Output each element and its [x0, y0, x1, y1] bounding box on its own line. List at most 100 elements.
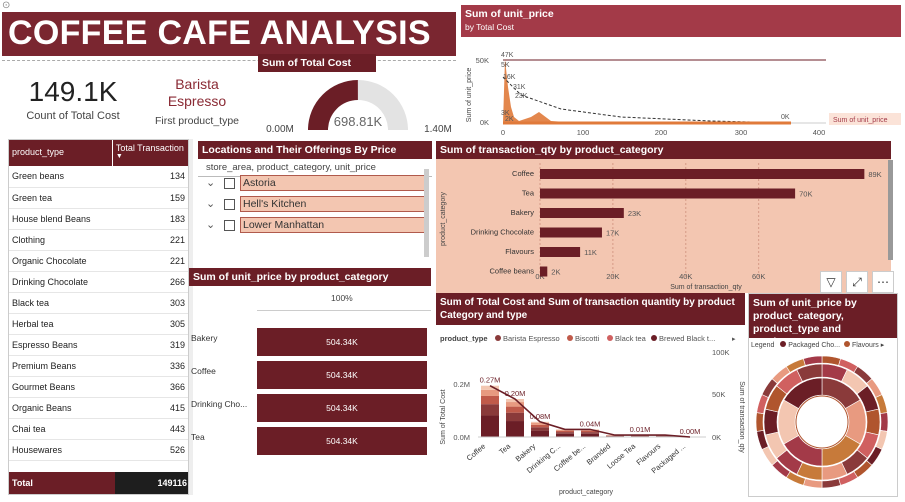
checkbox[interactable]: [224, 220, 235, 231]
combo-svg: product_type Sum of Total Cost Sum of tr…: [440, 334, 745, 496]
slicer-title: Locations and Their Offerings By Price: [198, 141, 432, 159]
unit-price-ylabel: Sum of unit_price: [466, 68, 473, 123]
point-label: 23K: [515, 93, 528, 100]
slicer-item-astoria[interactable]: ⌄ Astoria: [206, 175, 430, 193]
table-cell-value: 415: [113, 397, 188, 419]
upc-bar: [257, 328, 427, 356]
table-cell-product: Clothing: [9, 229, 113, 251]
total-value: 149116: [115, 472, 188, 494]
table-cell-product: Housewares: [9, 439, 113, 461]
combo-bar-segment: [581, 432, 599, 434]
upc-bar: [257, 394, 427, 422]
combo-chart-card[interactable]: Sum of Total Cost and Sum of transaction…: [436, 293, 745, 497]
unit-price-category-card[interactable]: Sum of unit_price by product_category 10…: [189, 268, 431, 498]
sunburst-legend-item: Flavours: [851, 342, 879, 349]
gauge-value: 698.81K: [334, 114, 383, 129]
upc-title: Sum of unit_price by product_category: [189, 268, 431, 286]
table-row[interactable]: Chai tea 443: [9, 418, 188, 440]
sunburst-card[interactable]: Sum of unit_price by product_category, p…: [748, 293, 898, 497]
chevron-right-icon[interactable]: ▸: [880, 342, 885, 349]
combo-legend-chevron[interactable]: ▸: [732, 336, 736, 343]
gauge-card[interactable]: Sum of Total Cost 698.81K 0.00M 1.40M: [258, 54, 458, 140]
table-row[interactable]: Green tea 159: [9, 187, 188, 209]
table-cell-value: 366: [113, 376, 188, 398]
upc-value-label: 504.34K: [326, 403, 358, 413]
point-label: 0K: [781, 114, 790, 121]
table-scrollbar[interactable]: [189, 139, 193, 495]
unit-price-area: [503, 59, 581, 123]
back-icon[interactable]: ⊙: [2, 0, 11, 11]
point-label: 47K: [501, 52, 514, 59]
table-row[interactable]: Organic Beans 415: [9, 397, 188, 419]
combo-title: Sum of Total Cost and Sum of transaction…: [436, 293, 745, 325]
combo-bar-segment: [556, 433, 574, 437]
table-col-product-type[interactable]: product_type: [12, 147, 65, 157]
more-options-icon[interactable]: ⋯: [872, 271, 894, 293]
unit-price-chart-card[interactable]: Sum of unit_price by Total Cost Sum of u…: [461, 5, 901, 136]
table-row[interactable]: House blend Beans 183: [9, 208, 188, 230]
focus-mode-icon[interactable]: ⤢: [846, 271, 868, 293]
chevron-down-icon[interactable]: ⌄: [206, 198, 216, 210]
upc-category-label: Drinking Cho...: [191, 399, 247, 409]
location-slicer[interactable]: Locations and Their Offerings By Price s…: [198, 141, 432, 259]
sunburst-title: Sum of unit_price by product_category, p…: [749, 294, 897, 348]
tq-value-label: 2K: [551, 268, 560, 277]
slicer-item-label: Lower Manhattan: [240, 217, 426, 233]
sunburst-segment: [865, 408, 881, 436]
combo-xlabel: product_category: [559, 489, 614, 496]
xtick: 100: [577, 128, 590, 136]
xtick: 400: [813, 128, 826, 136]
combo-legend-dot: [495, 335, 501, 341]
slicer-scrollbar[interactable]: [424, 169, 429, 257]
table-cell-product: Herbal tea: [9, 313, 113, 335]
combo-bar-segment: [481, 415, 499, 437]
divider: [2, 60, 456, 61]
combo-y2tick: 50K: [712, 390, 725, 399]
combo-bar-segment: [556, 430, 574, 433]
tq-category-label: Bakery: [511, 208, 535, 217]
table-cell-product: Green beans: [9, 166, 113, 188]
total-label: Total: [12, 478, 33, 488]
tq-bar: [540, 247, 581, 257]
legend-bg: [829, 113, 901, 125]
checkbox[interactable]: [224, 178, 235, 189]
table-col-total-transaction[interactable]: Total Transaction ▼: [111, 140, 188, 166]
gauge-svg: 698.81K 0.00M 1.40M: [266, 80, 452, 135]
table-row[interactable]: Premium Beans 336: [9, 355, 188, 377]
table-cell-value: 221: [113, 250, 188, 272]
tq-xtick: 20K: [606, 272, 619, 281]
tq-value-label: 17K: [606, 229, 619, 238]
upc-header-label: 100%: [331, 293, 353, 303]
product-table-card[interactable]: product_type Total Transaction ▼ Green b…: [8, 139, 189, 495]
table-cell-product: Organic Beans: [9, 397, 113, 419]
table-row[interactable]: Black tea 303: [9, 292, 188, 314]
combo-bar-segment: [581, 433, 599, 437]
combo-bar-segment: [506, 412, 524, 422]
chevron-down-icon[interactable]: ⌄: [206, 177, 216, 189]
combo-ytick: 0.0M: [453, 433, 470, 442]
slicer-item-lower-manhattan[interactable]: ⌄ Lower Manhattan: [206, 217, 430, 235]
table-row[interactable]: Gourmet Beans 366: [9, 376, 188, 398]
upc-value-label: 504.34K: [326, 436, 358, 446]
transaction-qty-chart-card[interactable]: Sum of transaction_qty by product_catego…: [436, 141, 891, 293]
transaction-qty-svg: product_category Sum of transaction_qty …: [440, 163, 882, 291]
filter-icon[interactable]: ▽: [820, 271, 842, 293]
tq-xlabel: Sum of transaction_qty: [670, 284, 742, 291]
table-row[interactable]: Drinking Chocolate 266: [9, 271, 188, 293]
combo-bar-segment: [531, 430, 549, 437]
gauge-title: Sum of Total Cost: [258, 54, 376, 72]
chevron-down-icon[interactable]: ⌄: [206, 219, 216, 231]
table-row[interactable]: Green beans 134: [9, 166, 188, 188]
table-row[interactable]: Organic Chocolate 221: [9, 250, 188, 272]
unit-price-ytick-0k: 0K: [480, 118, 489, 127]
table-row[interactable]: Herbal tea 305: [9, 313, 188, 335]
slicer-item-hells-kitchen[interactable]: ⌄ Hell's Kitchen: [206, 196, 430, 214]
table-cell-value: 183: [113, 208, 188, 230]
title-banner: COFFEE CAFE ANALYSIS: [2, 12, 456, 56]
checkbox[interactable]: [224, 199, 235, 210]
table-row[interactable]: Housewares 526: [9, 439, 188, 461]
table-row[interactable]: Espresso Beans 319: [9, 334, 188, 356]
tq-scrollbar[interactable]: [888, 160, 893, 260]
table-row[interactable]: Clothing 221: [9, 229, 188, 251]
sunburst-segment: [755, 412, 764, 432]
